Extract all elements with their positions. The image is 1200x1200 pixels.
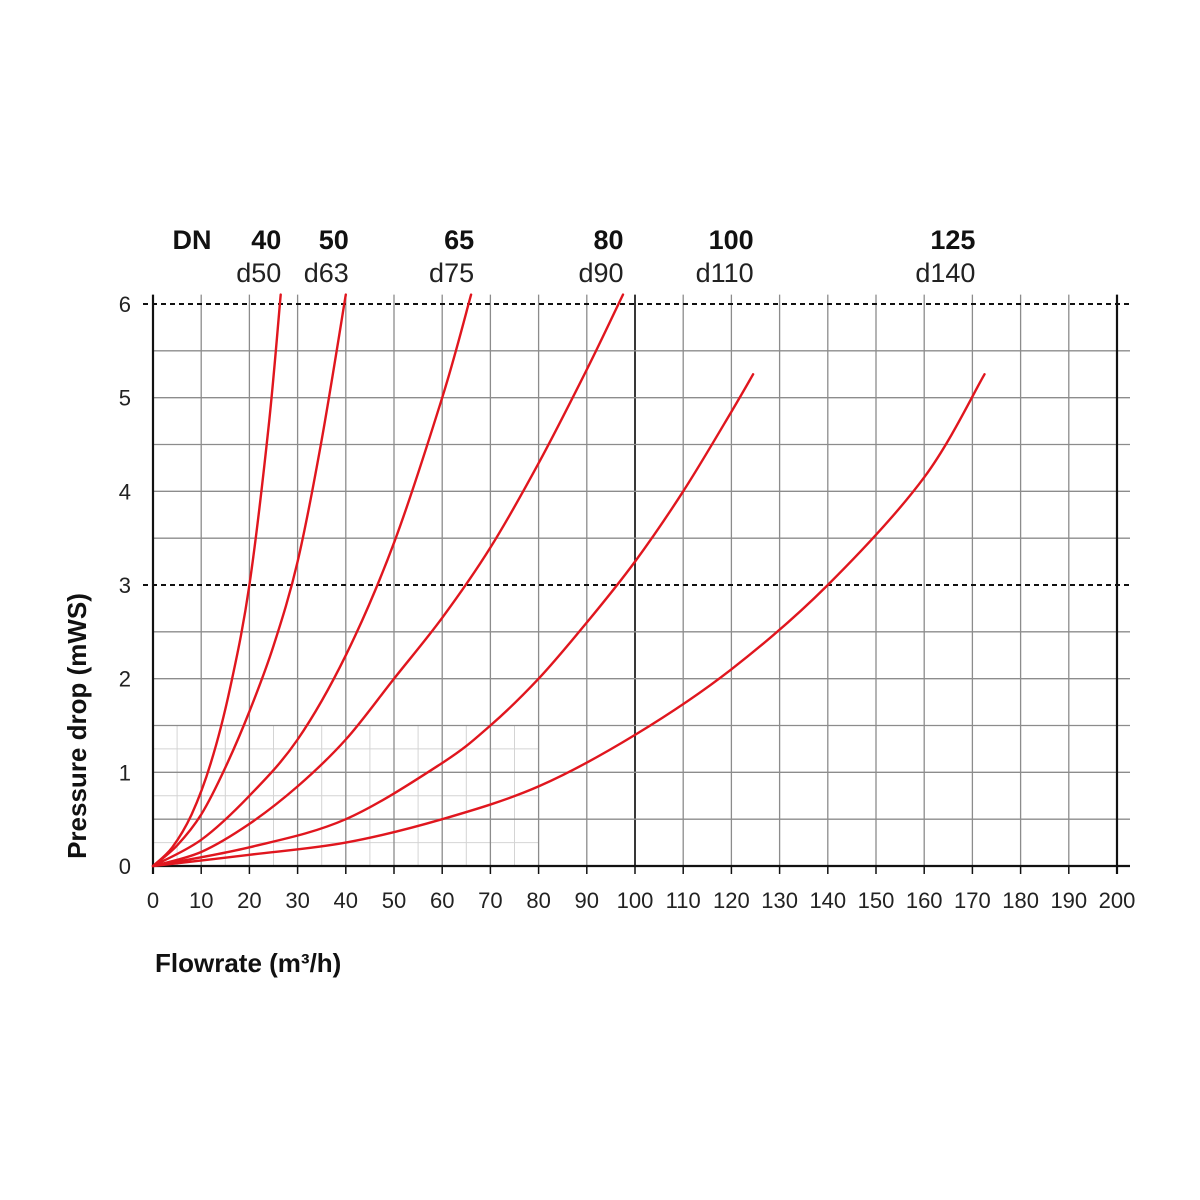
dn-label-65: 65 <box>444 225 474 255</box>
y-tick-label: 3 <box>119 573 131 598</box>
diameter-label-d110: d110 <box>696 258 754 288</box>
x-tick-label: 50 <box>382 888 406 913</box>
y-tick-label: 1 <box>119 760 131 785</box>
y-tick-label: 6 <box>119 292 131 317</box>
dn-label-125: 125 <box>930 225 975 255</box>
x-tick-label: 180 <box>1002 888 1039 913</box>
dn-header-label: DN <box>173 225 212 255</box>
diameter-label-d90: d90 <box>578 258 623 288</box>
major-grid <box>153 294 1130 866</box>
x-tick-label: 0 <box>147 888 159 913</box>
diameter-label-d63: d63 <box>304 258 349 288</box>
x-tick-label: 30 <box>285 888 309 913</box>
diameter-label-d50: d50 <box>236 258 281 288</box>
x-tick-label: 170 <box>954 888 991 913</box>
series-curves <box>151 293 986 868</box>
diameter-label-d75: d75 <box>429 258 474 288</box>
axes <box>151 294 1130 874</box>
series-curve-dn50 <box>151 293 347 868</box>
x-tick-label: 200 <box>1099 888 1136 913</box>
reference-lines <box>143 303 1130 586</box>
x-tick-label: 130 <box>761 888 798 913</box>
series-curve-dn125 <box>151 373 986 868</box>
y-tick-label: 0 <box>119 854 131 879</box>
x-tick-label: 60 <box>430 888 454 913</box>
dn-label-40: 40 <box>251 225 281 255</box>
y-axis-title: Pressure drop (mWS) <box>62 593 92 859</box>
x-tick-label: 40 <box>334 888 358 913</box>
y-tick-label: 2 <box>119 667 131 692</box>
series-curve-dn100 <box>151 373 755 868</box>
x-tick-label: 80 <box>526 888 550 913</box>
x-tick-label: 110 <box>666 888 701 913</box>
y-tick-label: 4 <box>119 479 131 504</box>
dn-label-80: 80 <box>593 225 623 255</box>
series-curve-dn65 <box>151 293 473 868</box>
x-tick-label: 90 <box>575 888 599 913</box>
series-curve-dn80 <box>151 293 625 868</box>
x-tick-label: 160 <box>906 888 943 913</box>
diameter-label-d140: d140 <box>915 258 975 288</box>
x-tick-label: 100 <box>617 888 654 913</box>
x-axis-title: Flowrate (m³/h) <box>155 948 341 978</box>
x-tick-label: 120 <box>713 888 750 913</box>
x-tick-label: 140 <box>809 888 846 913</box>
x-tick-label: 150 <box>858 888 895 913</box>
x-tick-labels: 0 10 20 30 40 50 60 70 80 90 100 110 120 130 140 150 160… <box>147 888 1135 913</box>
x-tick-label: 10 <box>189 888 213 913</box>
y-tick-label: 5 <box>119 386 131 411</box>
x-tick-label: 20 <box>237 888 261 913</box>
y-tick-labels: 0 1 2 3 4 5 6 <box>119 292 131 879</box>
x-tick-label: 190 <box>1050 888 1087 913</box>
series-curve-dn40 <box>151 293 282 868</box>
dn-label-100: 100 <box>709 225 754 255</box>
dn-label-50: 50 <box>319 225 349 255</box>
x-tick-label: 70 <box>478 888 502 913</box>
